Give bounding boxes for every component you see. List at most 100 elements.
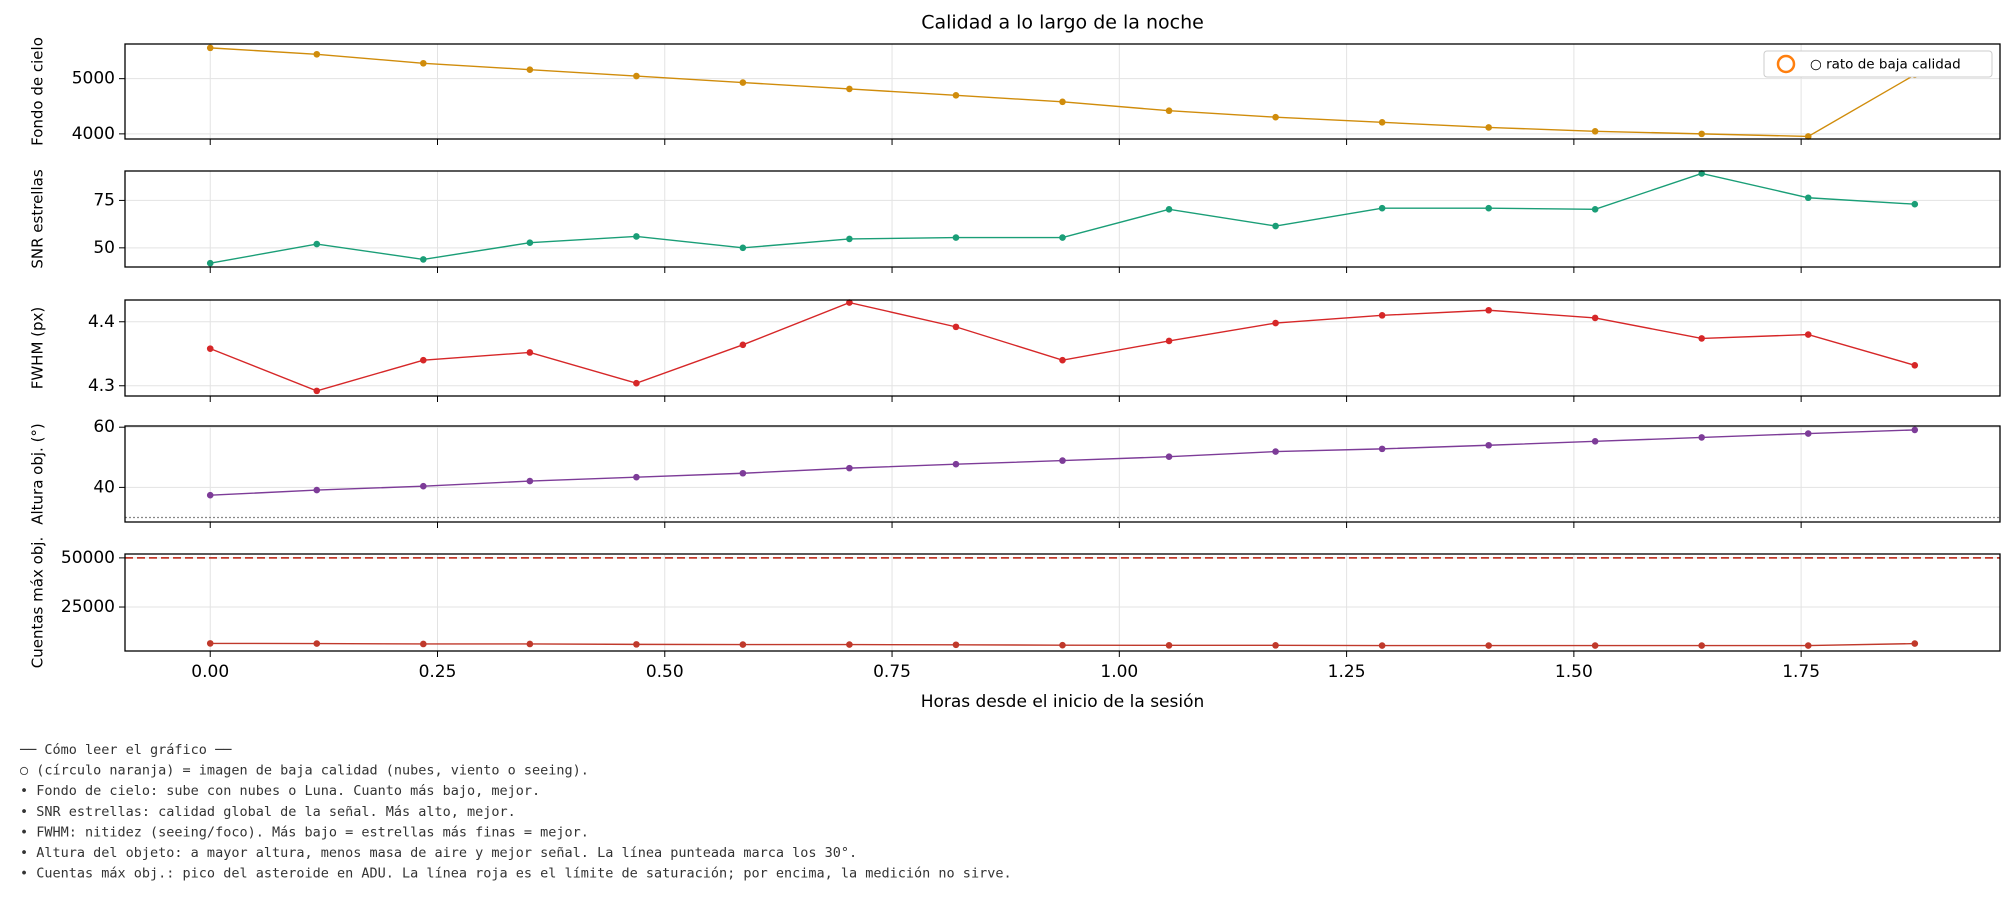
x-tick-label: 0.50 [646,662,684,682]
data-point [739,341,747,349]
x-tick-label: 1.75 [1782,662,1820,682]
panel-frame [124,299,2001,397]
data-line [210,47,1916,138]
data-point [633,233,640,240]
data-point [206,44,214,52]
panel-frame [124,553,2001,652]
data-point [313,50,321,58]
data-point [952,460,960,468]
y-tick-label: 50000 [61,548,115,568]
x-tick-label: 1.50 [1555,662,1593,682]
data-point [313,486,321,494]
data-point [1698,130,1705,138]
note-line: • Fondo de cielo: sube con nubes o Luna.… [20,783,540,799]
data-point [1485,204,1492,212]
note-line: • Cuentas máx obj.: pico del asteroide e… [20,866,1012,882]
data-point [526,477,534,485]
y-tick-label: 25000 [61,597,115,617]
legend-marker [1776,54,1796,74]
data-point [206,640,214,647]
data-point [633,641,640,648]
data-point [526,66,534,73]
data-point [1378,445,1386,453]
x-tick-label: 0.00 [191,662,229,682]
data-point [1804,133,1812,140]
x-tick-label: 0.75 [873,662,911,682]
data-point [1485,306,1492,314]
data-point [1591,127,1599,135]
panel-frame [124,170,2001,268]
data-point [739,469,747,477]
data-point [846,85,853,93]
note-line: • Altura del objeto: a mayor altura, men… [20,845,857,861]
legend-box [1763,50,1993,78]
data-point [1272,642,1279,649]
y-tick-label: 5000 [72,69,115,89]
data-point [739,244,747,252]
y-axis-label: FWHM (px) [29,307,47,390]
data-point [1165,107,1173,115]
data-point [1804,642,1812,649]
note-line: • FWHM: nitidez (seeing/foco). Más bajo … [20,824,589,840]
note-line: ○ (círculo naranja) = imagen de baja cal… [20,763,589,779]
data-point [633,379,640,387]
chart-title: Calidad a lo largo de la noche [921,12,1204,34]
legend-label: ○ rato de baja calidad [1810,57,1961,73]
data-point [633,473,640,481]
data-line [209,301,1915,392]
data-point [1272,448,1279,455]
note-line: ── Cómo leer el gráfico ── [19,742,232,758]
data-point [526,640,534,648]
data-point [1059,234,1066,241]
y-axis-label: Cuentas máx obj. [29,537,47,668]
data-point [846,464,853,472]
data-point [1165,642,1173,649]
data-point [1591,314,1599,322]
data-point [1165,453,1173,460]
data-point [1165,206,1173,213]
data-point [846,299,853,306]
y-tick-label: 40 [93,477,115,497]
data-point [1911,426,1919,434]
data-point [1591,206,1599,213]
data-point [1485,642,1492,649]
data-point [1378,642,1386,649]
data-point [206,491,214,499]
data-point [952,92,960,99]
data-point [1378,312,1386,319]
y-axis-label: SNR estrellas [29,169,47,268]
data-point [1591,438,1599,445]
data-point [1911,361,1919,369]
data-line [210,172,1915,264]
data-point [952,323,960,331]
data-point [420,256,427,263]
data-point [846,235,853,243]
x-tick-label: 1.00 [1100,662,1138,682]
data-point [420,482,427,490]
data-point [313,387,321,395]
data-point [1804,430,1812,437]
data-point [1804,331,1812,338]
data-point [633,72,640,80]
data-point [1059,457,1066,464]
data-point [1698,170,1705,177]
data-point [1059,356,1066,364]
note-line: • SNR estrellas: calidad global de la se… [20,804,516,820]
data-point [739,79,747,86]
y-tick-label: 4.3 [88,376,115,396]
data-point [952,641,960,649]
data-point [313,240,321,248]
y-axis-label: Altura obj. (°) [29,423,47,525]
y-tick-label: 4000 [72,124,115,144]
data-point [1059,641,1066,649]
data-point [1272,113,1279,121]
data-point [739,641,747,648]
y-tick-label: 60 [93,417,115,437]
data-point [1059,98,1066,106]
panel-frame [124,43,2001,140]
data-point [1911,640,1919,647]
y-tick-label: 4.4 [88,312,115,332]
data-point [206,345,214,352]
